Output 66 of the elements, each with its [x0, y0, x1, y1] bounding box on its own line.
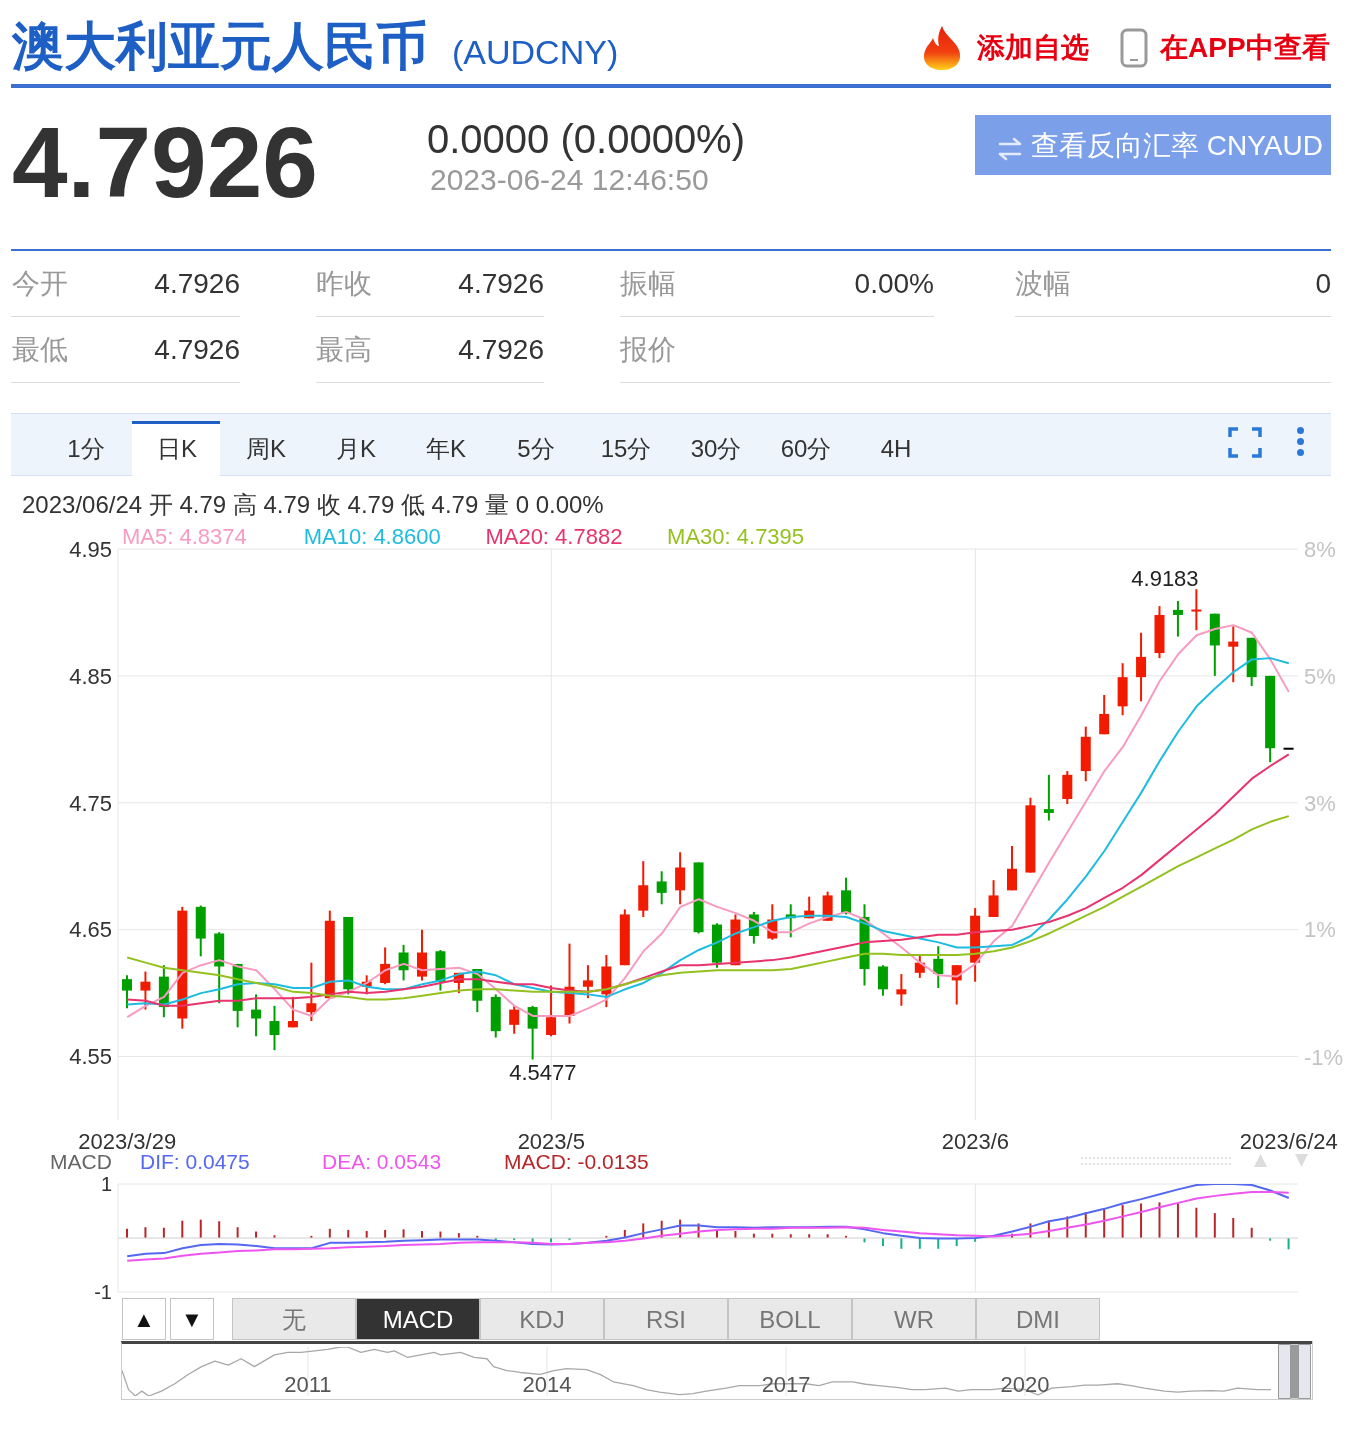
text: 日K — [156, 435, 198, 462]
text: 月K — [335, 435, 377, 462]
y2-tick-label: 3% — [1304, 790, 1336, 816]
y2-tick-label: 8% — [1304, 536, 1336, 562]
y2-tick-label: 1% — [1304, 917, 1336, 943]
text: MA20: 4.7882 — [485, 524, 623, 549]
text: RSI — [645, 1306, 687, 1333]
text: MA10: 4.8600 — [303, 524, 441, 549]
text: 添加自选 — [977, 32, 1089, 63]
text: MACD — [382, 1306, 454, 1333]
x-tick-label: 2020 — [1000, 1372, 1050, 1397]
x-tick-label: 2014 — [522, 1372, 572, 1397]
text: 4.7926 — [154, 268, 240, 299]
annotation: 4.5477 — [509, 1060, 577, 1086]
text: ▲ — [133, 1307, 155, 1332]
y-tick-label: 4.95 — [69, 536, 112, 562]
text: 查看反向汇率 CNYAUD — [1031, 130, 1323, 161]
text: 4.7926 — [458, 334, 544, 365]
text: 昨收 — [316, 268, 372, 299]
text: 在APP中查看 — [1160, 32, 1330, 63]
y-tick-label: -1 — [94, 1281, 112, 1304]
text: 0.0000 (0.0000%) — [427, 117, 746, 161]
text: 0 — [1315, 268, 1331, 299]
y2-tick-label: -1% — [1304, 1044, 1344, 1070]
text: 4.7926 — [458, 268, 544, 299]
text: 0.00% — [854, 268, 934, 299]
text: 振幅 — [620, 268, 676, 299]
text: 报价 — [620, 334, 676, 365]
text: (AUDCNY) — [452, 33, 619, 71]
text: 波幅 — [1015, 268, 1071, 299]
text: 1分 — [67, 435, 105, 462]
text: MA30: 4.7395 — [667, 524, 805, 549]
y-tick-label: 4.85 — [69, 663, 112, 689]
x-tick-label: 2011 — [284, 1372, 332, 1397]
text: BOLL — [759, 1306, 821, 1333]
x-tick-label: 2017 — [761, 1372, 811, 1397]
text: 5分 — [517, 435, 555, 462]
text: 今开 — [12, 268, 68, 299]
text: KDJ — [519, 1306, 565, 1333]
text: 最高 — [316, 334, 372, 365]
text: 15分 — [600, 435, 652, 462]
text: 4.7926 — [154, 334, 240, 365]
text: 周K — [245, 435, 287, 462]
text: 60分 — [780, 435, 832, 462]
text: 2023-06-24 12:46:50 — [430, 163, 709, 196]
text: 无 — [282, 1306, 306, 1333]
text: 4H — [880, 435, 912, 462]
text: 4.7926 — [12, 106, 318, 218]
y-tick-label: 4.65 — [69, 917, 112, 943]
y-tick-label: 1 — [100, 1173, 112, 1196]
text: MA5: 4.8374 — [122, 524, 247, 549]
y-tick-label: 4.55 — [69, 1044, 112, 1070]
x-tick-label: 2023/6/24 — [1239, 1129, 1338, 1154]
text: ▼ — [181, 1307, 203, 1332]
y2-tick-label: 5% — [1304, 664, 1336, 690]
text: DMI — [1016, 1306, 1060, 1333]
x-tick-label: 2023/6 — [941, 1129, 1009, 1154]
annotation: 4.9183 — [1131, 566, 1199, 592]
text: DEA: 0.0543 — [322, 1149, 442, 1173]
text: WR — [894, 1306, 934, 1333]
text: 澳大利亚元人民币 — [12, 17, 428, 75]
text: 最低 — [12, 334, 68, 365]
chart-title: 2023/06/24 开 4.79 高 4.79 收 4.79 低 4.79 量 0 0.00% — [22, 491, 604, 518]
y-tick-label: 4.75 — [69, 790, 112, 816]
text: 30分 — [690, 435, 742, 462]
text: 年K — [425, 435, 467, 462]
